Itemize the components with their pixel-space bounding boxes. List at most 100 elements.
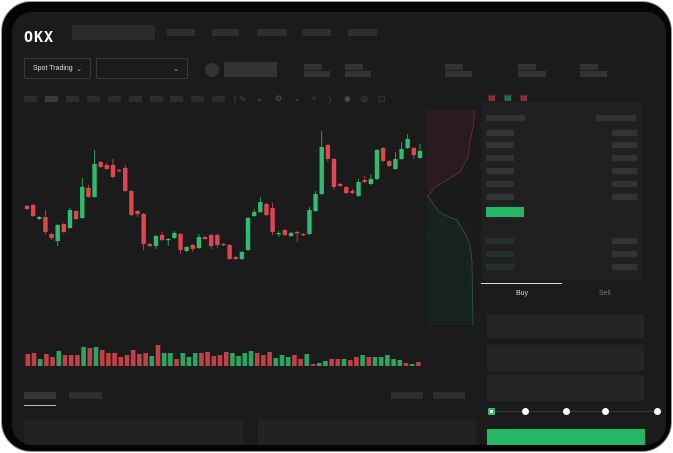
- volume-bar: [161, 353, 167, 366]
- slider-step-100[interactable]: [654, 408, 661, 415]
- volume-bar: [242, 353, 248, 366]
- candle-body: [123, 168, 128, 191]
- target-icon[interactable]: ◎: [361, 94, 368, 103]
- leverage-slider-track[interactable]: [492, 411, 658, 412]
- settings-icon[interactable]: ⚙: [275, 94, 283, 103]
- filter-button[interactable]: [433, 392, 465, 399]
- volume-bar: [137, 354, 142, 366]
- candle-body: [190, 245, 195, 249]
- orders-panel: [24, 420, 243, 445]
- timeframe-button[interactable]: [66, 96, 79, 102]
- timeframe-button[interactable]: [129, 96, 142, 102]
- candle-body: [184, 247, 189, 251]
- ruler-icon[interactable]: 〉: [328, 95, 336, 104]
- price-input[interactable]: [487, 314, 644, 338]
- order-book-row[interactable]: [486, 130, 514, 136]
- nav-item-2[interactable]: [212, 29, 239, 36]
- indicator-icon[interactable]: ∿: [239, 94, 246, 103]
- volume-bar: [199, 353, 204, 366]
- order-book-row[interactable]: [612, 264, 637, 270]
- order-book-row[interactable]: [486, 251, 514, 257]
- volume-bar: [372, 357, 378, 366]
- filter-button[interactable]: [391, 392, 423, 399]
- camera-icon[interactable]: ◉: [344, 94, 351, 103]
- volume-bar: [62, 355, 68, 366]
- book-view-both-icon[interactable]: ▤: [488, 93, 496, 102]
- volume-bar: [180, 353, 186, 366]
- nav-item-1[interactable]: [167, 29, 195, 36]
- volume-bar: [279, 355, 285, 366]
- slider-step-25[interactable]: [522, 408, 529, 415]
- book-view-asks-icon[interactable]: ▤: [520, 93, 528, 102]
- order-book-row[interactable]: [486, 155, 514, 161]
- amount-input[interactable]: [487, 345, 644, 371]
- order-book-row[interactable]: [612, 181, 637, 187]
- chart-type-icon[interactable]: ⌄: [256, 94, 263, 103]
- candle-body: [282, 230, 288, 235]
- timeframe-button[interactable]: [150, 96, 163, 102]
- order-book-row[interactable]: [612, 168, 637, 174]
- candlestick-chart[interactable]: [12, 12, 666, 445]
- fullscreen-icon[interactable]: ▢: [378, 94, 386, 103]
- slider-step-75[interactable]: [602, 408, 609, 415]
- volume-bar: [341, 359, 347, 366]
- line-tool-icon[interactable]: ≈: [312, 94, 317, 103]
- slider-step-0[interactable]: [488, 408, 495, 415]
- candle-body: [92, 164, 97, 197]
- order-book-row[interactable]: [612, 251, 637, 257]
- nav-item-4[interactable]: [302, 29, 331, 36]
- market-type-dropdown[interactable]: Spot Trading ⌄: [24, 58, 91, 79]
- nav-item-5[interactable]: [348, 29, 377, 36]
- sell-tab[interactable]: Sell: [599, 290, 611, 297]
- timeframe-button[interactable]: [191, 96, 204, 102]
- volume-bar: [25, 354, 31, 366]
- okx-logo[interactable]: OKX: [24, 28, 55, 46]
- order-book-row[interactable]: [486, 264, 514, 270]
- timeframe-button[interactable]: [170, 96, 183, 102]
- order-book-row[interactable]: [612, 155, 637, 161]
- search-bar[interactable]: [72, 25, 155, 40]
- timeframe-button[interactable]: [24, 96, 37, 102]
- stat-label: [445, 64, 463, 70]
- pair-price: [224, 62, 277, 77]
- candle-body: [294, 232, 300, 234]
- buy-button[interactable]: [487, 429, 645, 445]
- candle-body: [86, 188, 91, 197]
- timeframe-button[interactable]: [212, 96, 225, 102]
- tab-open-orders[interactable]: [24, 392, 56, 399]
- candle-body: [202, 237, 208, 239]
- volume-bar: [416, 362, 421, 366]
- order-book-row[interactable]: [612, 194, 637, 200]
- order-book-row[interactable]: [612, 238, 637, 244]
- candle-body: [110, 165, 116, 177]
- book-view-bids-icon[interactable]: ▤: [504, 93, 512, 102]
- order-book-row[interactable]: [612, 130, 637, 136]
- volume-bar: [118, 357, 124, 366]
- volume-bar: [391, 359, 396, 366]
- candle-body: [264, 204, 269, 215]
- pair-dropdown[interactable]: ⌄: [96, 58, 188, 79]
- volume-bar: [211, 356, 217, 366]
- candle-body: [55, 225, 60, 241]
- order-book-row[interactable]: [486, 238, 514, 244]
- chevron-down-icon[interactable]: ⌄: [294, 94, 301, 103]
- timeframe-button[interactable]: [87, 96, 100, 102]
- tab-order-history[interactable]: [69, 392, 102, 399]
- candle-body: [61, 224, 67, 232]
- candle-body: [337, 184, 343, 186]
- total-input[interactable]: [487, 375, 644, 401]
- volume-bar: [143, 353, 148, 366]
- order-book-row[interactable]: [486, 181, 514, 187]
- nav-item-3[interactable]: [257, 29, 287, 36]
- timeframe-button-active[interactable]: [45, 96, 58, 102]
- order-book-row[interactable]: [612, 142, 637, 148]
- volume-bar: [273, 358, 279, 366]
- order-book-row[interactable]: [486, 142, 514, 148]
- order-book-row[interactable]: [486, 168, 514, 174]
- app-screen: OKX Spot Trading ⌄ ⌄ | ∿ ⌄ ⚙ ⌄ ≈ 〉 ◉ ◎ ▢: [12, 12, 666, 445]
- buy-tab[interactable]: Buy: [516, 290, 529, 297]
- order-book-row[interactable]: [486, 194, 514, 200]
- slider-step-50[interactable]: [563, 408, 570, 415]
- timeframe-button[interactable]: [108, 96, 121, 102]
